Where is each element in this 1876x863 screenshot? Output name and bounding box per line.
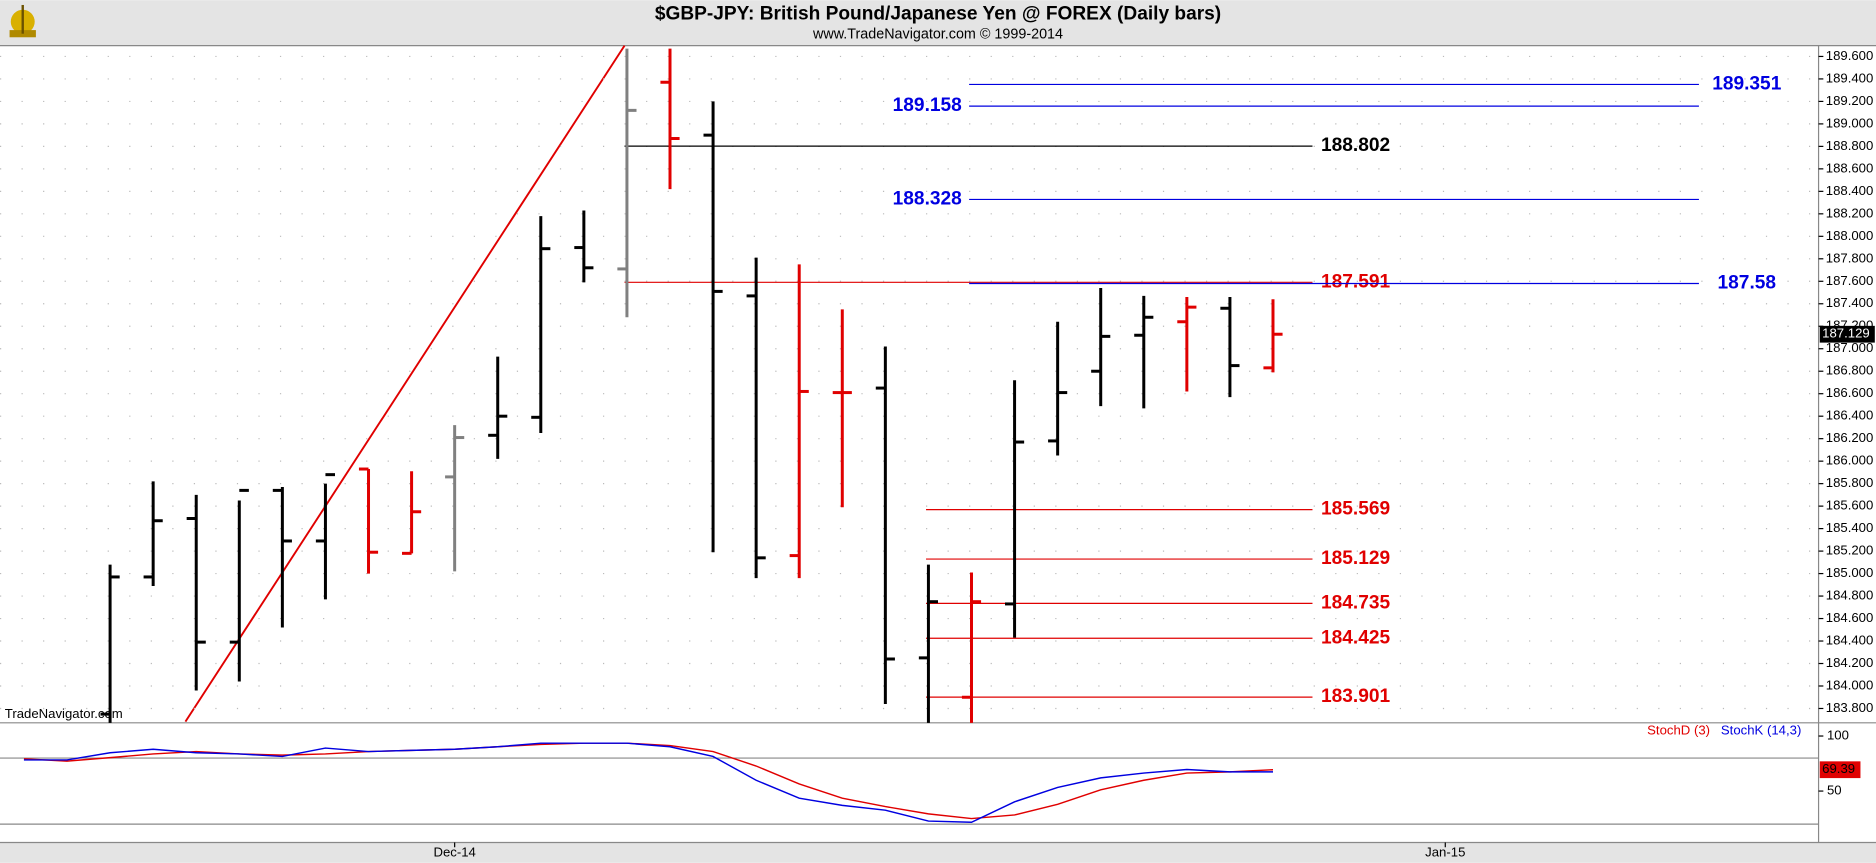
x-tick-label: Jan-15	[1425, 845, 1465, 860]
y-tick-label: 189.400	[1826, 70, 1874, 85]
chart-subtitle: www.TradeNavigator.com © 1999-2014	[812, 27, 1063, 43]
y-tick-label: 187.600	[1826, 273, 1874, 288]
level-label: 187.58	[1718, 273, 1777, 294]
y-tick-label: 186.600	[1826, 385, 1874, 400]
y-tick-label: 185.800	[1826, 475, 1874, 490]
y-tick-label: 189.200	[1826, 93, 1874, 108]
legend-label: StochK (14,3)	[1721, 723, 1801, 738]
last-value-label: 69.39	[1822, 761, 1855, 776]
y-tick-label: 186.800	[1826, 363, 1874, 378]
y-tick-label: 187.400	[1826, 295, 1874, 310]
level-label: 184.735	[1321, 592, 1390, 613]
y-tick-label: 184.600	[1826, 610, 1874, 625]
y-tick-label: 184.000	[1826, 677, 1874, 692]
y-tick-label: 186.000	[1826, 453, 1874, 468]
chart-title: $GBP-JPY: British Pound/Japanese Yen @ F…	[655, 4, 1221, 25]
level-label: 183.901	[1321, 686, 1390, 707]
y-tick-label: 184.800	[1826, 588, 1874, 603]
y-tick-label: 188.400	[1826, 183, 1874, 198]
bars	[100, 48, 1283, 723]
legend-label: StochD (3)	[1647, 723, 1710, 738]
watermark: TradeNavigator.com	[5, 706, 123, 721]
y-tick-label: 186.400	[1826, 408, 1874, 423]
logo	[9, 4, 36, 38]
last-price-box	[1819, 325, 1875, 343]
level-label: 187.591	[1321, 271, 1390, 292]
level-label: 188.328	[893, 189, 962, 210]
last-price-label: 187.129	[1822, 326, 1870, 341]
level-label: 184.425	[1321, 627, 1390, 648]
y-tick-label: 50	[1827, 783, 1842, 798]
indicator-line	[23, 742, 1273, 823]
indicator	[0, 742, 1819, 825]
y-tick-label: 185.200	[1826, 543, 1874, 558]
level-label: 185.129	[1321, 548, 1390, 569]
level-label: 189.158	[893, 95, 962, 116]
y-tick-label: 185.000	[1826, 565, 1874, 580]
y-tick-label: 188.600	[1826, 160, 1874, 175]
y-tick-label: 189.600	[1826, 48, 1874, 63]
header-background	[0, 0, 1876, 46]
grid	[0, 55, 1819, 710]
y-tick-label: 187.800	[1826, 250, 1874, 265]
y-tick-label: 184.200	[1826, 655, 1874, 670]
y-tick-label: 185.400	[1826, 520, 1874, 535]
y-tick-label: 184.400	[1826, 632, 1874, 647]
y-tick-label: 188.000	[1826, 228, 1874, 243]
level-label: 189.351	[1712, 73, 1781, 94]
last-value-box	[1819, 761, 1861, 779]
y-tick-label: 183.800	[1826, 700, 1874, 715]
level-label: 188.802	[1321, 135, 1390, 156]
trendline	[184, 45, 626, 723]
x-tick-label: Dec-14	[433, 845, 475, 860]
y-tick-label: 185.600	[1826, 498, 1874, 513]
y-tick-label: 188.800	[1826, 138, 1874, 153]
y-tick-label: 100	[1827, 727, 1849, 742]
y-tick-label: 188.200	[1826, 205, 1874, 220]
level-label: 185.569	[1321, 499, 1390, 520]
y-tick-label: 187.000	[1826, 340, 1874, 355]
y-tick-label: 189.000	[1826, 115, 1874, 130]
y-tick-label: 186.200	[1826, 430, 1874, 445]
footer-background	[0, 842, 1876, 863]
